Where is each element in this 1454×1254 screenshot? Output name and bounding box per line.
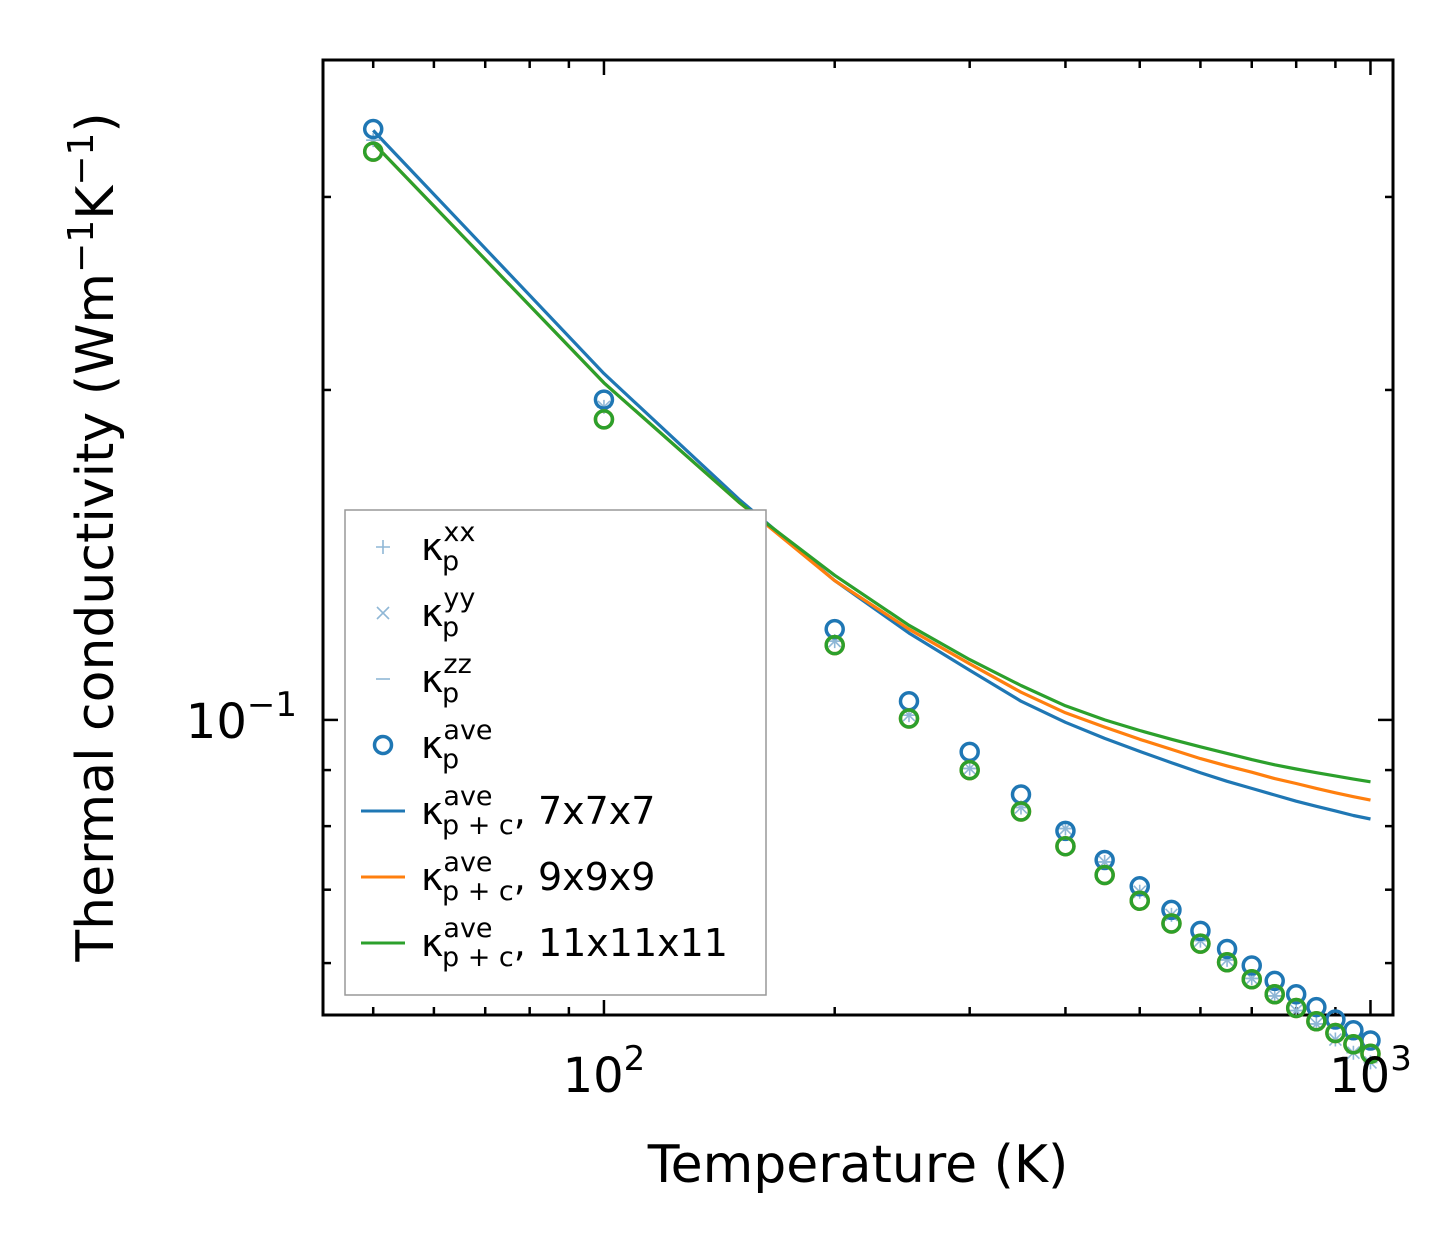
point-kp_ave bbox=[1094, 849, 1115, 871]
point-kp_ave_alt2 bbox=[1010, 801, 1032, 822]
point-kp_ave bbox=[1216, 938, 1238, 960]
point-kp_ave_alt2 bbox=[362, 141, 384, 162]
point-kp_ave_alt2 bbox=[898, 708, 920, 729]
point-kp_ave_alt2 bbox=[1343, 1033, 1364, 1055]
line-kpc_9x9x9 bbox=[372, 141, 1371, 802]
point-kp_ave_alt2 bbox=[1360, 1043, 1381, 1064]
point-kp_ave_alt2 bbox=[1216, 952, 1238, 973]
legend-symbol bbox=[376, 606, 390, 620]
legend-label: κyy p bbox=[421, 583, 475, 643]
point-kp_ave bbox=[1161, 899, 1182, 921]
x-tick-label: 103 bbox=[1329, 1039, 1412, 1104]
point-kp_ave bbox=[959, 741, 980, 763]
point-kp_ave bbox=[362, 118, 384, 140]
point-kp_ave_alt2 bbox=[1325, 1022, 1346, 1044]
point-kp_ave bbox=[593, 389, 615, 410]
y-axis-label: Thermal conductivity (Wm−1K−1) bbox=[61, 112, 126, 962]
point-kp_ave bbox=[1129, 876, 1150, 897]
point-kp_ave_alt2 bbox=[959, 759, 980, 781]
tick-labels: 102 103 10−1 bbox=[186, 685, 1412, 1104]
point-kp_ave_alt2 bbox=[824, 634, 845, 656]
legend-symbol bbox=[376, 540, 390, 554]
legend-label: κave p + c, 11x11x11 bbox=[421, 913, 728, 973]
point-kp_ave bbox=[1241, 955, 1262, 976]
x-axis-label: Temperature (K) bbox=[647, 1135, 1069, 1195]
point-kp_ave_alt2 bbox=[1161, 913, 1182, 934]
series-lines bbox=[372, 129, 1371, 821]
legend-label: κave p + c, 7x7x7 bbox=[421, 781, 655, 841]
plot-frame bbox=[321, 58, 1395, 1017]
point-kp_ave bbox=[1010, 784, 1032, 805]
y-axis-label-end: ) bbox=[66, 112, 126, 132]
y-axis-label-main: Thermal conductivity (Wm bbox=[66, 273, 126, 963]
legend-symbol bbox=[372, 734, 394, 756]
line-kpc_11x11x11 bbox=[372, 141, 1371, 784]
legend-frame bbox=[344, 509, 767, 996]
point-kp_ave bbox=[1325, 1009, 1346, 1030]
point-kp_ave_alt2 bbox=[1190, 933, 1211, 954]
point-kp_ave_alt2 bbox=[1285, 997, 1307, 1019]
y-tick-label: 10−1 bbox=[186, 685, 297, 750]
point-kp_ave_alt2 bbox=[1094, 864, 1115, 886]
legend-label: κxx p bbox=[421, 517, 475, 577]
y-axis-label-mid: K bbox=[66, 184, 126, 220]
y-axis-label-exp2: −1 bbox=[61, 133, 102, 186]
axis-ticks bbox=[323, 58, 1393, 1015]
point-kp_ave_alt2 bbox=[1129, 890, 1150, 911]
point-kp_ave_alt2 bbox=[1306, 1010, 1327, 1032]
point-kp_ave bbox=[1285, 983, 1307, 1005]
y-axis-label-exp1: −1 bbox=[61, 220, 102, 273]
point-kp_ave_alt2 bbox=[1055, 835, 1076, 857]
legend-label: κave p + c, 9x9x9 bbox=[421, 847, 655, 907]
point-kp_ave bbox=[1264, 970, 1285, 992]
point-kp_ave_alt2 bbox=[1264, 983, 1285, 1005]
point-kp_ave bbox=[1306, 996, 1327, 1018]
series-markers bbox=[362, 118, 1381, 1070]
legend-label: κzz p bbox=[421, 649, 472, 709]
x-tick-label: 102 bbox=[563, 1039, 646, 1104]
point-kp_ave bbox=[1190, 920, 1211, 942]
point-kp_ave_alt2 bbox=[1241, 968, 1262, 990]
legend-label: κave p bbox=[421, 715, 493, 775]
point-kp_ave bbox=[898, 690, 920, 712]
point-kp_ave_alt2 bbox=[593, 409, 615, 430]
